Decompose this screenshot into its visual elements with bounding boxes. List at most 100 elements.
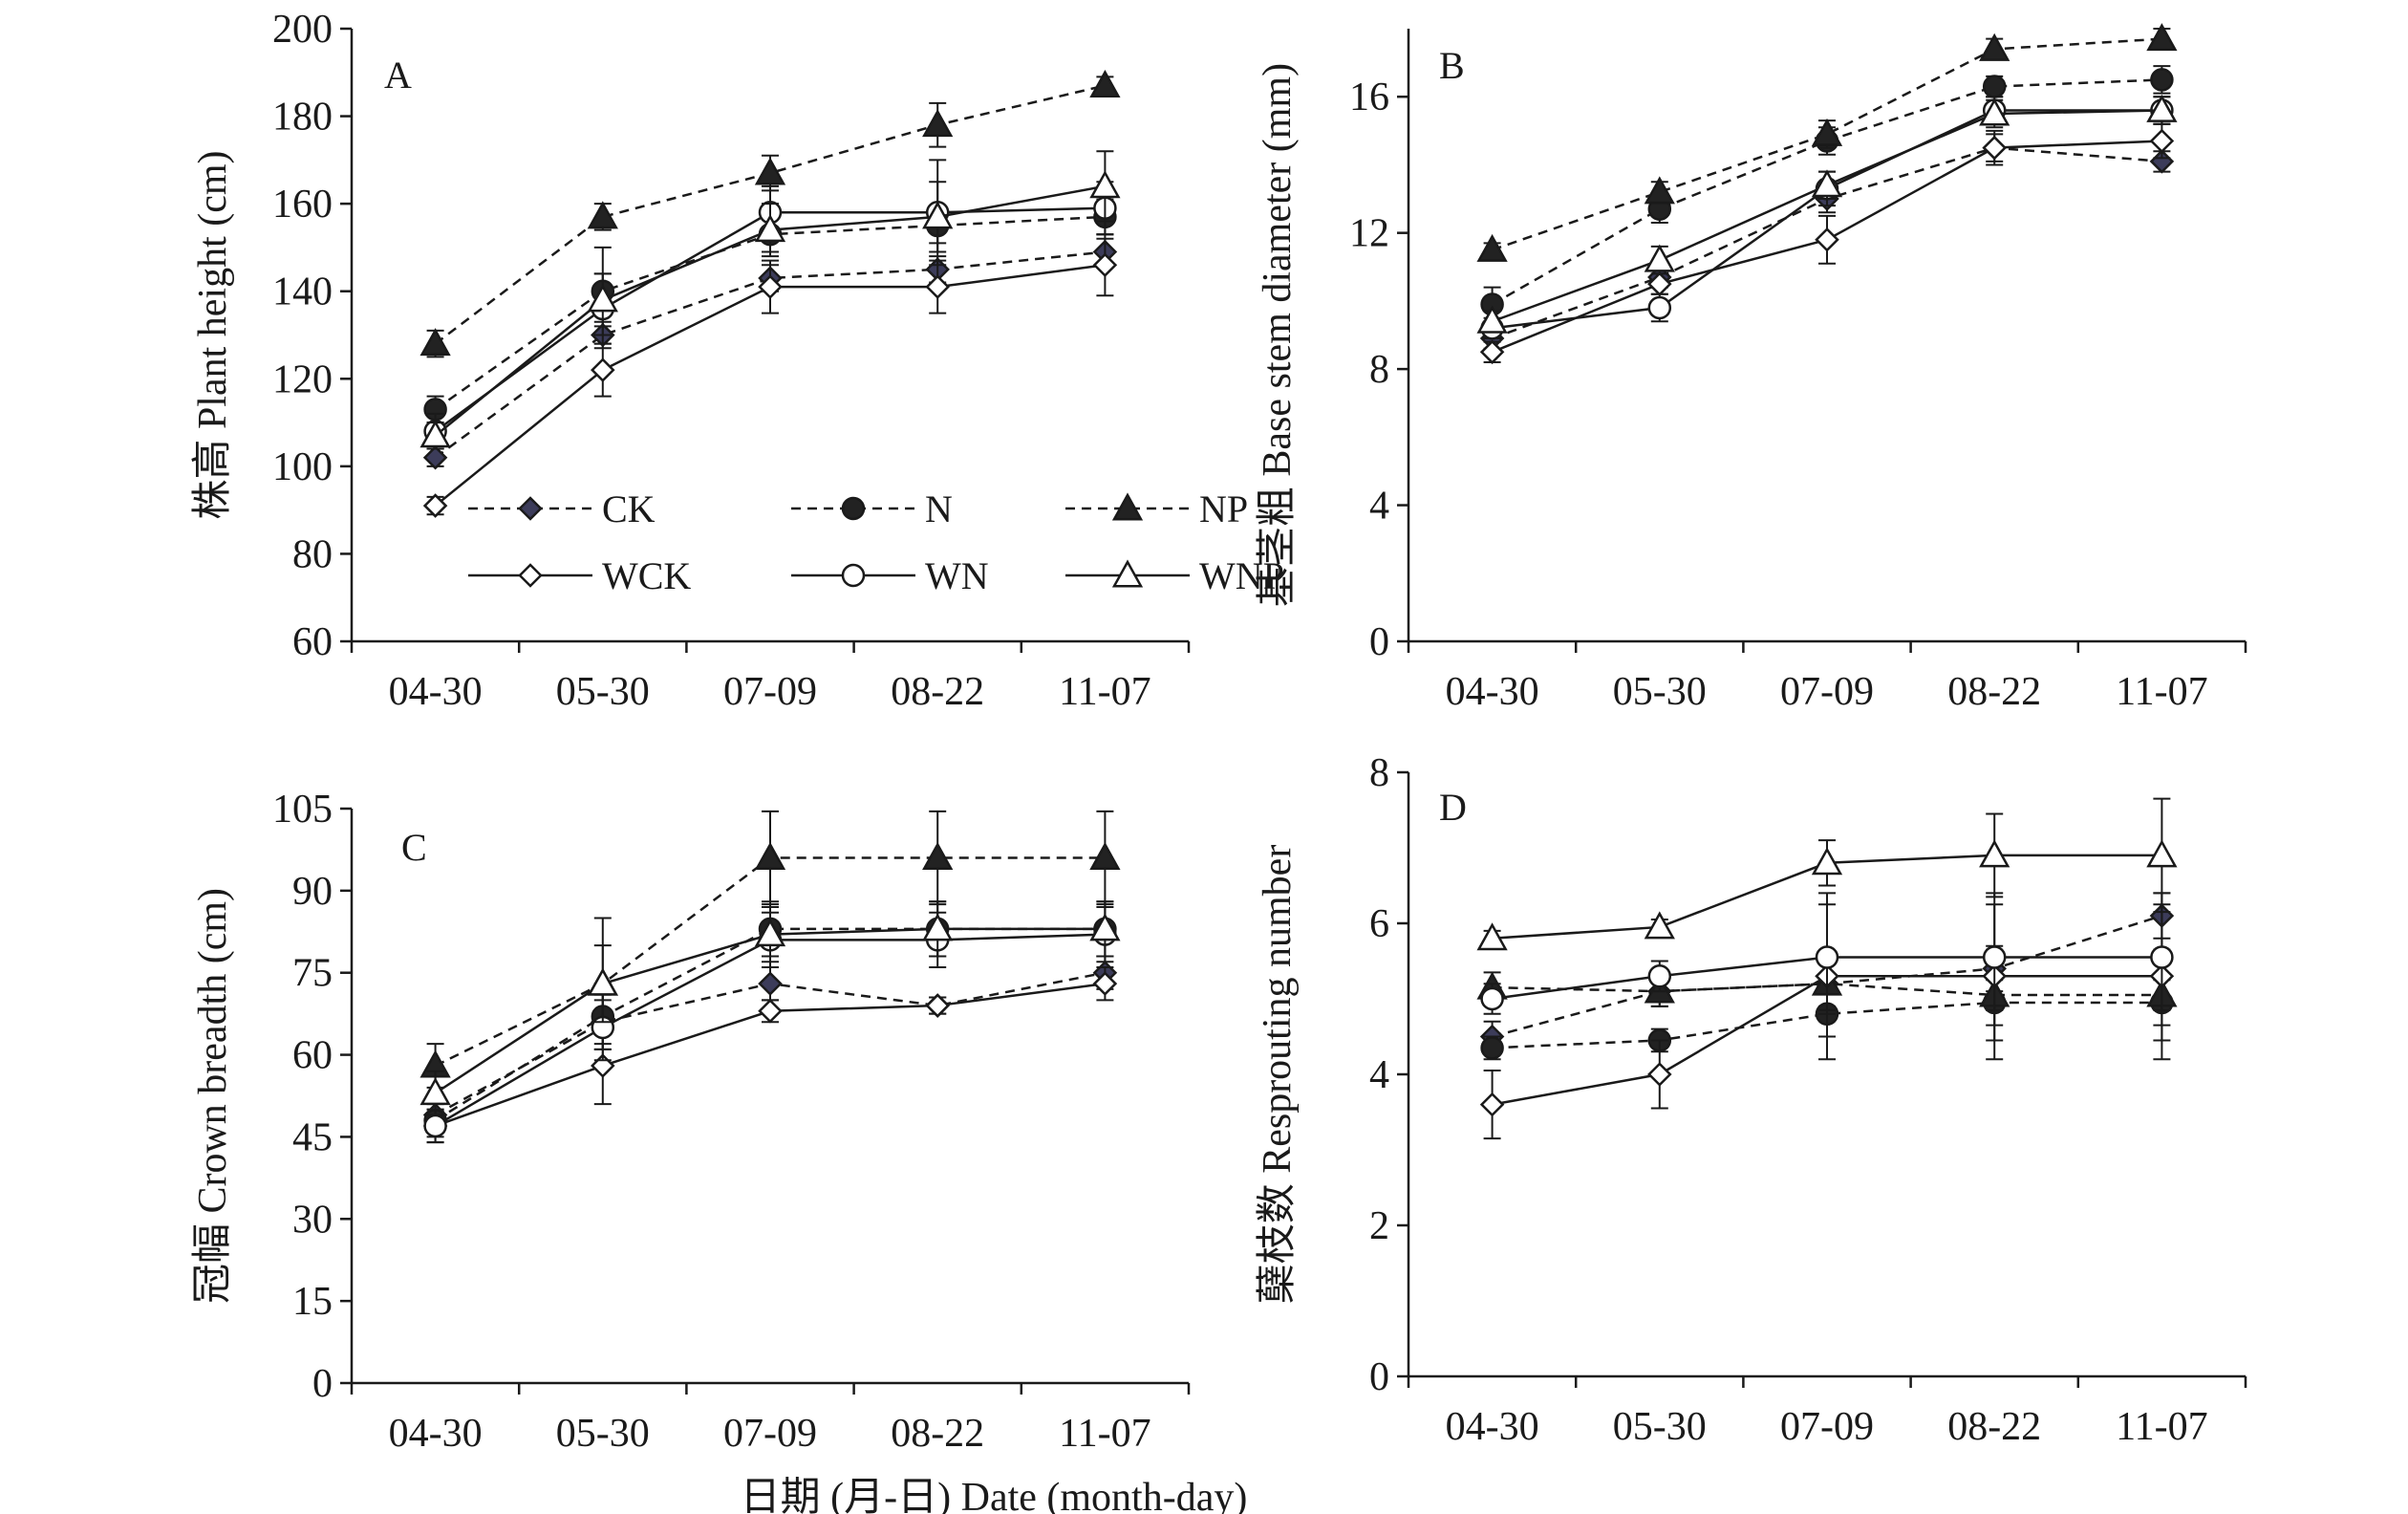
data-point <box>1089 69 1121 97</box>
x-tick-label: 08-22 <box>891 670 984 714</box>
data-point <box>1647 295 1672 320</box>
legend-label: WCK <box>602 554 691 597</box>
series-np <box>1476 23 2178 262</box>
y-tick-label: 160 <box>272 183 333 227</box>
y-tick-label: 100 <box>272 445 333 489</box>
legend-item-wnp: WNP <box>1065 554 1284 597</box>
legend-item-n: N <box>791 487 953 530</box>
data-point <box>758 274 783 299</box>
series-line <box>1492 982 2162 997</box>
series-wnp <box>1476 797 2178 951</box>
y-tick-label: 0 <box>1369 620 1389 664</box>
data-point <box>1092 252 1118 278</box>
series-line <box>1492 1001 2162 1049</box>
panel-letter: B <box>1439 44 1465 87</box>
x-tick-label: 04-30 <box>1446 670 1539 714</box>
data-point <box>2149 128 2175 154</box>
x-tick-label: 04-30 <box>1446 1405 1539 1449</box>
data-point <box>2150 68 2174 92</box>
y-tick-label: 4 <box>1369 485 1389 529</box>
data-point <box>1476 233 1508 262</box>
panel-b: 0 4 8 12 16 04-30 05-30 07-09 08-22 11-07 B 基茎粗 Bas… <box>1256 23 2247 714</box>
y-tick-label: 180 <box>272 96 333 140</box>
y-tick-label: 4 <box>1369 1053 1389 1097</box>
y-axis-title: 蘖枝数 Resprouting number <box>1256 845 1300 1305</box>
x-tick-label: 07-09 <box>1780 670 1874 714</box>
data-point <box>922 841 954 870</box>
data-point <box>1476 305 1508 334</box>
data-point <box>1089 170 1121 199</box>
y-tick-label: 90 <box>292 870 333 914</box>
data-point <box>925 274 950 299</box>
data-point <box>1644 176 1675 205</box>
data-point <box>758 971 783 996</box>
x-tick-label: 05-30 <box>1613 670 1707 714</box>
x-tick-label: 05-30 <box>1613 1405 1707 1449</box>
series-wnp <box>419 900 1121 1116</box>
y-tick-label: 6 <box>1369 902 1389 946</box>
panel-a: 60 80 100 120 140 160 180 200 04-30 05-30 07-09 08-… <box>191 8 1284 714</box>
data-point <box>1982 945 2007 969</box>
x-tick-label: 08-22 <box>1947 1405 2041 1449</box>
y-axis-title: 株高 Plant height (cm) <box>191 150 235 519</box>
y-tick-label: 120 <box>272 357 333 401</box>
series-wnp <box>419 150 1121 450</box>
data-point <box>1815 945 1839 969</box>
data-point <box>422 444 448 470</box>
panel-d: 0 2 4 6 8 04-30 05-30 07-09 08-22 11-07 D 蘖枝数 Respr… <box>1256 751 2247 1449</box>
x-tick-label: 11-07 <box>2116 670 2207 714</box>
data-point <box>587 201 618 229</box>
y-tick-label: 2 <box>1369 1204 1389 1248</box>
data-point <box>1811 118 1843 146</box>
y-tick-label: 0 <box>312 1362 333 1406</box>
legend-label: WNP <box>1199 554 1284 597</box>
data-point <box>1979 839 2010 868</box>
panel-c: 0 15 30 45 60 75 90 105 04-30 05-30 07-09 08-22 11-0… <box>191 788 1191 1456</box>
legend-marker <box>1111 559 1144 588</box>
x-tick-label: 05-30 <box>556 1412 650 1456</box>
y-tick-label: 16 <box>1349 76 1389 119</box>
data-point <box>1479 339 1505 365</box>
data-point <box>925 993 950 1018</box>
data-point <box>1476 922 1508 951</box>
data-point <box>2146 23 2178 52</box>
y-tick-label: 12 <box>1349 212 1389 256</box>
series-line <box>1491 78 2162 306</box>
x-tick-label: 08-22 <box>891 1412 984 1456</box>
legend-marker <box>518 496 543 521</box>
data-point <box>922 913 954 941</box>
data-point <box>587 967 618 996</box>
y-axis-title: 基茎粗 Base stem diameter (mm) <box>1256 63 1300 607</box>
y-tick-label: 8 <box>1369 348 1389 392</box>
data-point <box>419 1077 451 1106</box>
legend-marker <box>1111 492 1144 521</box>
y-tick-label: 105 <box>272 788 333 832</box>
legend-label: CK <box>602 487 656 530</box>
legend-label: WN <box>925 554 989 597</box>
legend-item-wck: WCK <box>468 554 691 597</box>
y-tick-label: 60 <box>292 1034 333 1078</box>
y-tick-label: 140 <box>272 270 333 314</box>
series-line <box>434 250 1106 459</box>
x-tick-label: 07-09 <box>723 1412 817 1456</box>
data-point <box>922 109 954 138</box>
data-point <box>2146 839 2178 868</box>
y-tick-label: 30 <box>292 1198 333 1242</box>
series-wnp <box>1476 94 2178 334</box>
legend-marker <box>518 563 543 588</box>
panel-letter: A <box>384 54 412 97</box>
x-axis-title: 日期 (月-日) Date (month-day) <box>741 1476 1248 1514</box>
data-point <box>1647 964 1672 988</box>
panel-letter: C <box>401 826 427 869</box>
legend-item-ck: CK <box>468 487 656 530</box>
legend-label: NP <box>1199 487 1248 530</box>
series-line <box>1492 914 2162 1038</box>
x-tick-label: 04-30 <box>389 1412 483 1456</box>
series-wck <box>1479 122 2175 365</box>
series-np <box>419 69 1121 358</box>
y-tick-label: 8 <box>1369 751 1389 795</box>
data-point <box>1092 971 1118 996</box>
data-point <box>2146 94 2178 122</box>
data-point <box>1811 847 1843 876</box>
x-tick-label: 11-07 <box>2116 1405 2207 1449</box>
